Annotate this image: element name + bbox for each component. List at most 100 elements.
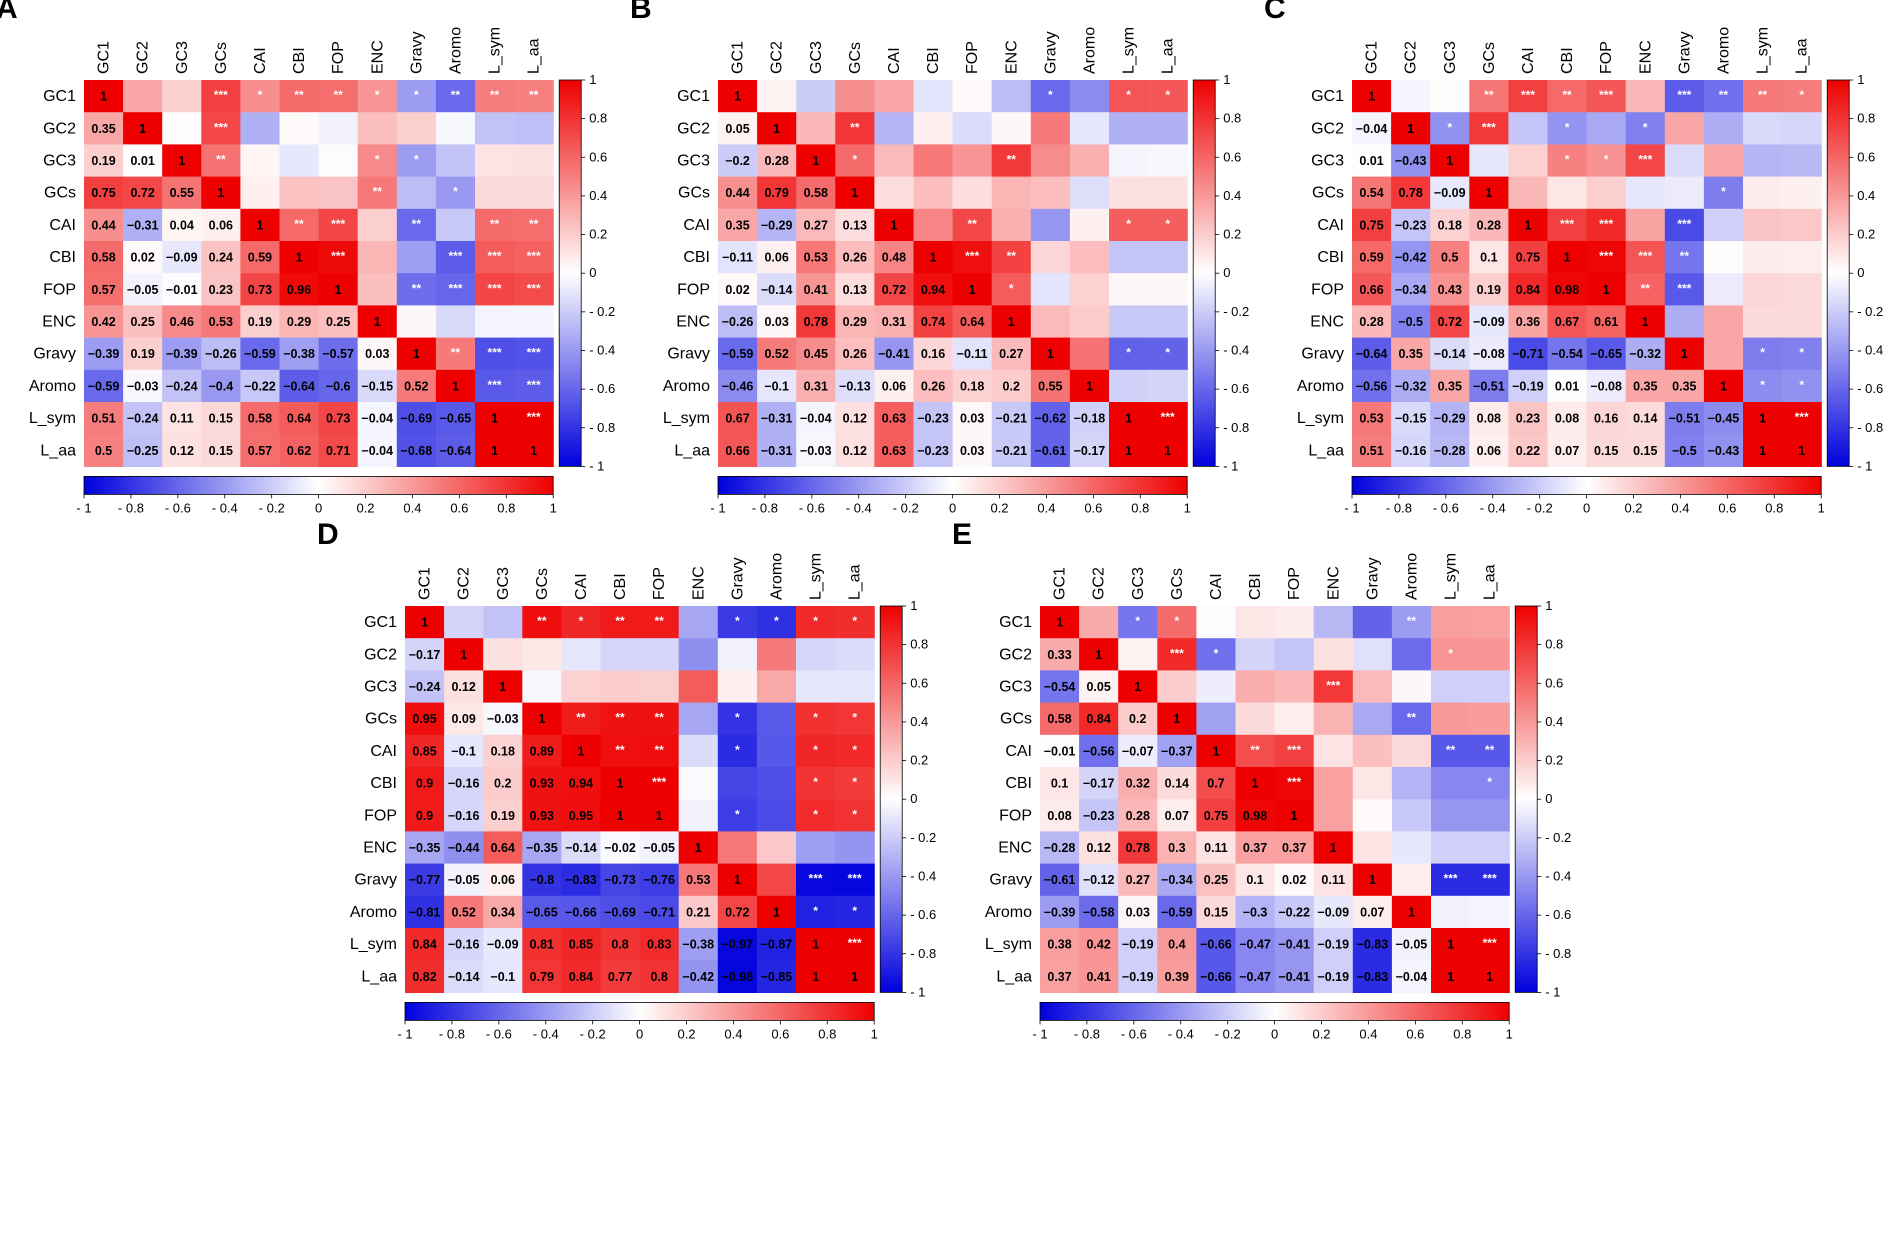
heatmap-cell [162,144,202,178]
heatmap-cell [1030,176,1071,210]
heatmap-cell [483,734,523,768]
heatmap-cell [123,241,163,274]
colorbar-tick-label: 0.2 [1312,1026,1330,1041]
cell-value: 0.84 [1516,283,1540,297]
cell-value: 0.12 [1086,841,1110,855]
heatmap-cell [1391,402,1431,435]
heatmap-cell [279,80,320,113]
heatmap-cell [396,80,437,113]
cell-value: 0.19 [491,809,515,823]
row-label: GC2 [43,120,76,137]
heatmap-cell [1079,799,1119,832]
colorbar-horizontal [1351,475,1822,495]
colorbar-tick-label: - 0.6 [1433,500,1459,515]
heatmap-cell [1431,928,1471,961]
colorbar-tick-label: 0.8 [1223,111,1241,126]
column-label: Aromo [1715,27,1732,74]
cell-value: 1 [413,347,420,361]
cell-value: 0.23 [1516,412,1540,426]
heatmap-cell [1352,80,1392,113]
row-label: GC2 [1311,120,1344,137]
heatmap-cell [952,144,993,178]
colorbar-tick-label: - 0.2 [1223,304,1249,319]
heatmap-cell [1148,208,1188,242]
significance-mark: *** [1638,249,1652,263]
heatmap-cell [874,402,915,435]
heatmap-cell [1235,863,1276,897]
colorbar-tick-label: - 0.6 [1223,381,1249,396]
significance-mark: *** [1599,88,1613,102]
column-label: CBI [1559,47,1576,74]
heatmap-cell [1391,80,1431,113]
row-label: CBI [683,249,710,266]
row-label: ENC [998,840,1032,857]
cell-value: 1 [1603,283,1610,297]
column-label: GC2 [1091,567,1108,600]
heatmap-cell [1118,928,1158,961]
heatmap-cell [1148,402,1188,435]
heatmap-cell [1352,112,1392,145]
heatmap-cell [318,80,359,113]
cell-value: 0.58 [91,251,115,265]
significance-mark: * [1799,378,1804,392]
heatmap-cell [1391,208,1431,242]
heatmap-cell [718,273,758,306]
cell-value: 0.62 [287,444,311,458]
colorbar-tick-label: 0 [589,265,596,280]
significance-mark: ** [967,217,977,231]
heatmap-cell [913,305,954,339]
cell-value: 0.53 [804,251,828,265]
heatmap-cell [1743,434,1783,467]
colorbar-tick-label: 0.6 [1406,1026,1424,1041]
heatmap-cell [84,337,124,371]
heatmap-cell [1069,434,1110,467]
heatmap-cell [444,606,484,639]
cell-value: 0.04 [170,218,194,232]
cell-value: 0.12 [170,444,194,458]
heatmap-cell [1469,144,1509,178]
colorbar-tick-label: - 0.8 [1545,946,1571,961]
cell-value: 0.53 [209,315,233,329]
heatmap-cell [1743,337,1783,371]
heatmap-cell [717,670,758,704]
heatmap-cell [1664,402,1705,435]
heatmap-cell [84,273,124,306]
cell-value: −0.23 [1083,809,1115,823]
heatmap-cell [796,369,836,403]
heatmap-cell [952,176,993,210]
cell-value: 0.31 [804,379,828,393]
heatmap-cell [1069,273,1110,306]
colorbar-tick-label: 1 [1545,598,1552,613]
column-label: GC3 [495,567,512,600]
significance-mark: * [852,614,857,628]
column-label: L_aa [1160,38,1177,74]
heatmap-cell [123,208,163,242]
row-label: CAI [370,743,397,760]
significance-mark: * [1165,346,1170,360]
cell-value: 0.19 [248,315,272,329]
cell-value: 0.52 [404,379,428,393]
heatmap-cell [1547,434,1588,467]
cell-value: −0.15 [361,379,393,393]
heatmap-cell [1118,863,1158,897]
cell-value: 0.51 [91,412,115,426]
cell-value: 0.15 [209,444,233,458]
heatmap-cell [1118,960,1158,993]
cell-value: −0.5 [1398,315,1423,329]
heatmap-cell [991,112,1032,145]
cell-value: 0.12 [843,444,867,458]
heatmap-cell [1148,112,1188,145]
heatmap-cell [514,337,554,371]
column-label: CAI [252,47,269,74]
significance-mark: *** [488,378,502,392]
cell-value: −0.08 [1590,379,1622,393]
heatmap-cell [1274,734,1315,768]
cell-value: −0.68 [401,444,433,458]
significance-mark: * [1126,217,1131,231]
heatmap-cell [835,208,875,242]
cell-value: −0.41 [878,347,910,361]
heatmap-cell [1274,799,1315,832]
heatmap-cell [952,434,993,467]
heatmap-cell [1313,670,1354,704]
